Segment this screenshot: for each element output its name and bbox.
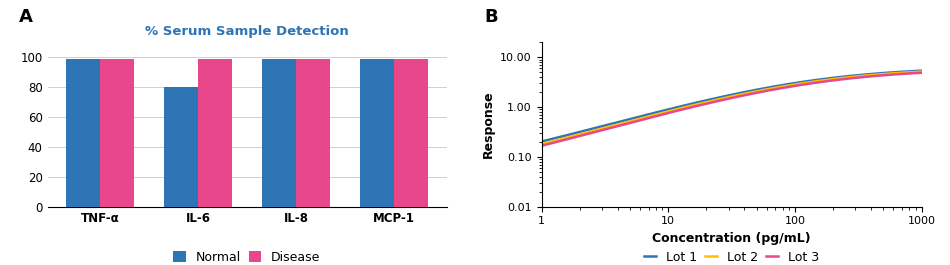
- Lot 2: [812, 80, 824, 83]
- Lot 3: [581, 132, 593, 136]
- Bar: [163, 87, 198, 207]
- Lot 2: [686, 104, 697, 107]
- Bar: [394, 59, 428, 207]
- Bar: [261, 59, 296, 207]
- Legend: Lot 1, Lot 2, Lot 3: Lot 1, Lot 2, Lot 3: [638, 246, 825, 265]
- Text: A: A: [19, 8, 33, 26]
- Line: Lot 2: Lot 2: [542, 72, 922, 144]
- Lot 1: [536, 140, 547, 143]
- Lot 3: [775, 87, 787, 90]
- Lot 1: [810, 78, 822, 82]
- Text: B: B: [484, 8, 498, 26]
- Line: Lot 1: Lot 1: [542, 71, 922, 142]
- Bar: [198, 59, 233, 207]
- Lot 1: [812, 78, 824, 81]
- Lot 2: [659, 111, 671, 114]
- Lot 1: [659, 109, 671, 112]
- Y-axis label: Response: Response: [482, 91, 495, 158]
- Lot 1: [581, 129, 593, 132]
- Lot 3: [916, 71, 927, 74]
- Lot 3: [812, 81, 824, 84]
- Lot 2: [536, 143, 547, 146]
- Lot 3: [686, 105, 697, 109]
- Lot 3: [659, 112, 671, 115]
- Title: % Serum Sample Detection: % Serum Sample Detection: [145, 25, 349, 38]
- Lot 1: [916, 69, 927, 72]
- Lot 2: [916, 70, 927, 73]
- Lot 3: [810, 81, 822, 84]
- Bar: [66, 59, 100, 207]
- Line: Lot 3: Lot 3: [542, 73, 922, 146]
- Lot 1: [686, 102, 697, 105]
- Lot 2: [810, 80, 822, 83]
- Bar: [360, 59, 394, 207]
- Lot 2: [581, 131, 593, 134]
- Lot 3: [536, 144, 547, 147]
- Legend: Normal, Disease: Normal, Disease: [168, 246, 326, 265]
- Bar: [296, 59, 331, 207]
- Bar: [100, 59, 134, 207]
- Lot 1: [775, 84, 787, 87]
- Lot 2: [775, 85, 787, 89]
- X-axis label: Concentration (pg/mL): Concentration (pg/mL): [653, 232, 810, 245]
